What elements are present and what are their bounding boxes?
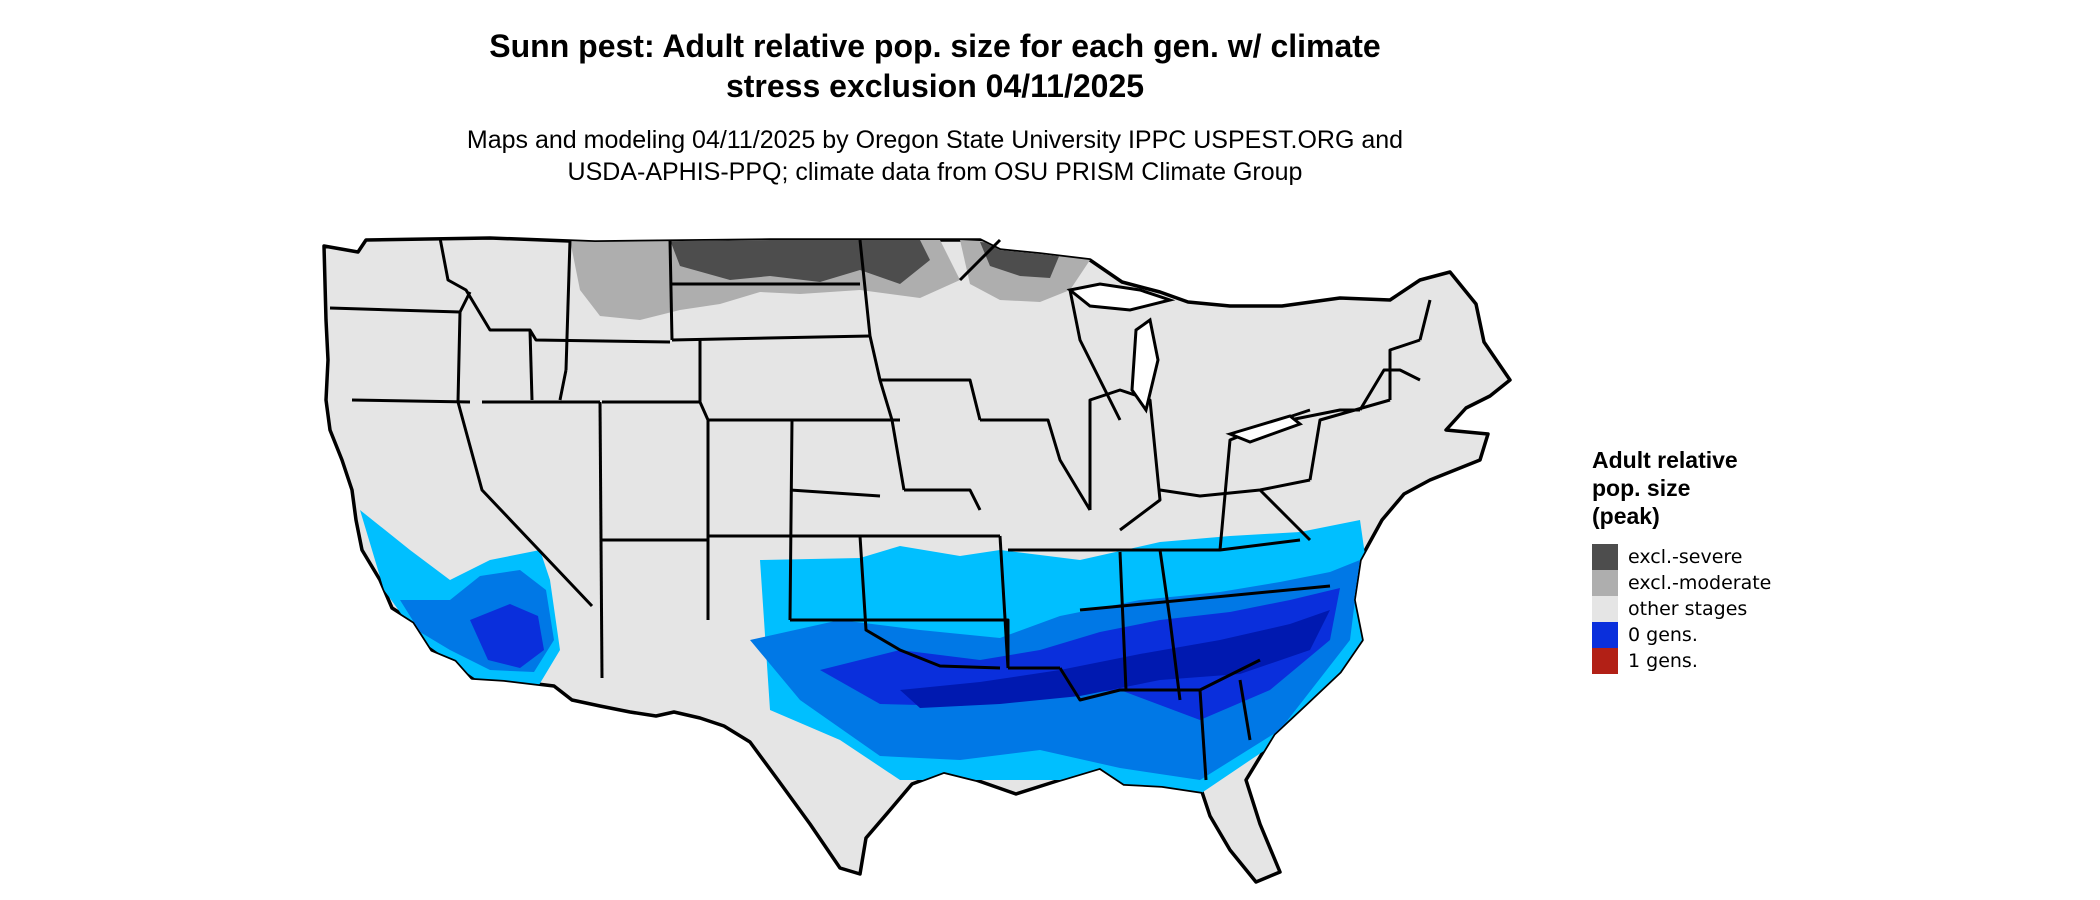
excl-severe-north-dakota — [670, 240, 930, 284]
legend-title-line-3: (peak) — [1592, 503, 1660, 529]
legend-item-0-gens: 0 gens. — [1592, 622, 1892, 648]
state-boundaries — [329, 237, 1432, 781]
legend: Adult relative pop. size (peak) excl.-se… — [1592, 446, 1892, 674]
legend-label: other stages — [1628, 598, 1748, 620]
lake-superior — [1066, 282, 1176, 312]
legend-title-line-2: pop. size — [1592, 475, 1691, 501]
climate-zones — [360, 240, 1380, 794]
legend-swatch — [1592, 622, 1618, 648]
blue-southwest-core — [470, 604, 544, 668]
legend-label: excl.-severe — [1628, 546, 1743, 568]
legend-title-line-1: Adult relative — [1592, 447, 1738, 473]
legend-swatch — [1592, 544, 1618, 570]
us-map — [322, 236, 1512, 884]
legend-label: 1 gens. — [1628, 650, 1698, 672]
map-title-line-2: stress exclusion 04/11/2025 — [725, 68, 1145, 104]
legend-swatch — [1592, 570, 1618, 596]
legend-swatch — [1592, 596, 1618, 622]
legend-label: excl.-moderate — [1628, 572, 1772, 594]
great-lakes — [1066, 282, 1304, 444]
legend-item-excl-moderate: excl.-moderate — [1592, 570, 1892, 596]
dark-blue-south-band — [900, 610, 1330, 708]
legend-item-excl-severe: excl.-severe — [1592, 544, 1892, 570]
map-subtitle-line-1: Maps and modeling 04/11/2025 by Oregon S… — [466, 126, 1404, 154]
legend-item-1-gens: 1 gens. — [1592, 648, 1892, 674]
map-title-line-1: Sunn pest: Adult relative pop. size for … — [489, 28, 1381, 64]
lake-michigan — [1130, 317, 1160, 414]
map-subtitle-line-2: USDA-APHIS-PPQ; climate data from OSU PR… — [567, 158, 1303, 186]
legend-item-other-stages: other stages — [1592, 596, 1892, 622]
lake-erie — [1225, 414, 1304, 444]
legend-swatch — [1592, 648, 1618, 674]
legend-label: 0 gens. — [1628, 624, 1698, 646]
